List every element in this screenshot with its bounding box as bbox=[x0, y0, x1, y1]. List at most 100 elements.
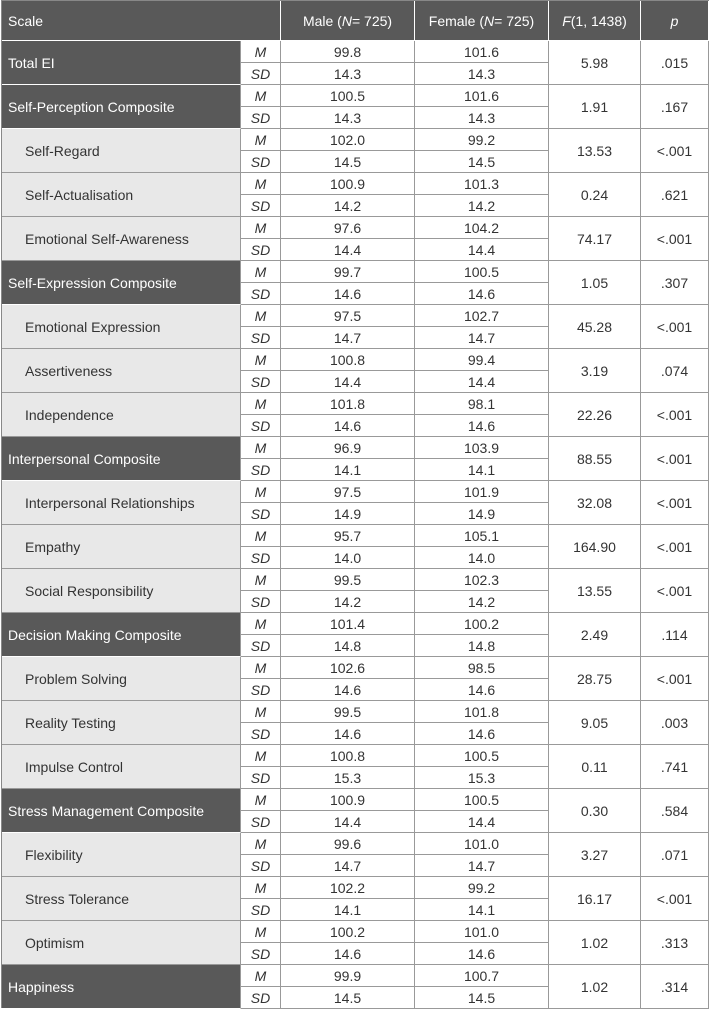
text: SD bbox=[250, 813, 271, 830]
text: 14.1 bbox=[467, 901, 496, 918]
header-f: F (1, 1438) bbox=[549, 1, 641, 41]
female-value: 14.4 bbox=[415, 811, 549, 833]
male-value: 15.3 bbox=[281, 767, 415, 789]
text: 74.17 bbox=[576, 230, 613, 247]
text: <.001 bbox=[656, 406, 693, 423]
text: 100.9 bbox=[329, 791, 366, 808]
stat-label: M bbox=[241, 789, 281, 811]
p-value: <.001 bbox=[641, 129, 709, 173]
text: 0.30 bbox=[580, 802, 609, 819]
text: 100.9 bbox=[329, 175, 366, 192]
text: 14.5 bbox=[467, 989, 496, 1006]
stat-label: M bbox=[241, 701, 281, 723]
stat-label: M bbox=[241, 921, 281, 943]
text: 101.8 bbox=[329, 395, 366, 412]
text: 101.6 bbox=[463, 87, 500, 104]
text: 14.7 bbox=[333, 329, 362, 346]
text: Independence bbox=[25, 406, 114, 423]
text: <.001 bbox=[656, 450, 693, 467]
text: 101.3 bbox=[463, 175, 500, 192]
female-value: 14.1 bbox=[415, 459, 549, 481]
text: Happiness bbox=[8, 978, 75, 995]
male-value: 14.7 bbox=[281, 855, 415, 877]
p-value: .741 bbox=[641, 745, 709, 789]
f-value: 45.28 bbox=[549, 305, 641, 349]
p-value: <.001 bbox=[641, 877, 709, 921]
male-value: 14.8 bbox=[281, 635, 415, 657]
text: Self-Regard bbox=[25, 142, 100, 159]
scale-name: Self-Expression Composite bbox=[2, 261, 241, 305]
male-value: 14.6 bbox=[281, 679, 415, 701]
scale-name: Problem Solving bbox=[2, 657, 241, 701]
text: 1.02 bbox=[580, 934, 609, 951]
text: SD bbox=[250, 769, 271, 786]
female-value: 99.2 bbox=[415, 129, 549, 151]
text: 14.6 bbox=[467, 725, 496, 742]
text: 15.3 bbox=[467, 769, 496, 786]
text: 14.6 bbox=[467, 417, 496, 434]
female-value: 14.3 bbox=[415, 107, 549, 129]
f-value: 0.30 bbox=[549, 789, 641, 833]
text: 0.11 bbox=[581, 758, 608, 775]
text: 100.5 bbox=[463, 791, 500, 808]
stat-label: M bbox=[241, 833, 281, 855]
text: 2.49 bbox=[580, 626, 609, 643]
text: .003 bbox=[660, 714, 689, 731]
stat-label: M bbox=[241, 437, 281, 459]
f-value: 1.02 bbox=[549, 965, 641, 1009]
text: Total EI bbox=[8, 54, 55, 71]
male-value: 99.5 bbox=[281, 569, 415, 591]
text: M bbox=[254, 439, 267, 456]
female-value: 103.9 bbox=[415, 437, 549, 459]
female-value: 14.0 bbox=[415, 547, 549, 569]
f-value: 1.02 bbox=[549, 921, 641, 965]
text: Interpersonal Composite bbox=[8, 450, 161, 467]
text: 14.6 bbox=[467, 945, 496, 962]
female-value: 99.4 bbox=[415, 349, 549, 371]
text: 101.8 bbox=[463, 703, 500, 720]
text: Emotional Self-Awareness bbox=[25, 230, 189, 247]
stat-label: SD bbox=[241, 855, 281, 877]
text: .167 bbox=[660, 98, 689, 115]
text: 99.6 bbox=[333, 835, 362, 852]
text: F bbox=[562, 12, 571, 29]
text: 104.2 bbox=[463, 219, 500, 236]
text: Reality Testing bbox=[25, 714, 116, 731]
male-value: 14.4 bbox=[281, 371, 415, 393]
female-value: 14.7 bbox=[415, 855, 549, 877]
text: 99.7 bbox=[333, 263, 362, 280]
text: 14.1 bbox=[333, 901, 362, 918]
text: M bbox=[254, 307, 267, 324]
male-value: 14.9 bbox=[281, 503, 415, 525]
stat-label: M bbox=[241, 217, 281, 239]
text: 99.8 bbox=[333, 43, 362, 60]
scale-name: Self-Perception Composite bbox=[2, 85, 241, 129]
male-value: 100.5 bbox=[281, 85, 415, 107]
text: 99.5 bbox=[333, 703, 362, 720]
text: M bbox=[254, 527, 267, 544]
text: M bbox=[254, 703, 267, 720]
male-value: 97.5 bbox=[281, 481, 415, 503]
text: M bbox=[254, 263, 267, 280]
p-value: <.001 bbox=[641, 437, 709, 481]
text: M bbox=[254, 571, 267, 588]
stat-label: SD bbox=[241, 767, 281, 789]
text: 14.5 bbox=[467, 153, 496, 170]
text: (1, 1438) bbox=[570, 12, 627, 29]
text: M bbox=[254, 131, 267, 148]
stat-label: SD bbox=[241, 327, 281, 349]
text: 101.6 bbox=[463, 43, 500, 60]
text: 14.4 bbox=[333, 241, 362, 258]
male-value: 100.9 bbox=[281, 173, 415, 195]
text: 14.2 bbox=[333, 593, 362, 610]
scale-name: Stress Tolerance bbox=[2, 877, 241, 921]
male-value: 14.6 bbox=[281, 283, 415, 305]
text: .074 bbox=[660, 362, 689, 379]
text: Social Responsibility bbox=[25, 582, 154, 599]
text: <.001 bbox=[656, 494, 693, 511]
text: .114 bbox=[661, 626, 688, 643]
stat-label: SD bbox=[241, 547, 281, 569]
female-value: 14.4 bbox=[415, 239, 549, 261]
text: 101.4 bbox=[329, 615, 366, 632]
